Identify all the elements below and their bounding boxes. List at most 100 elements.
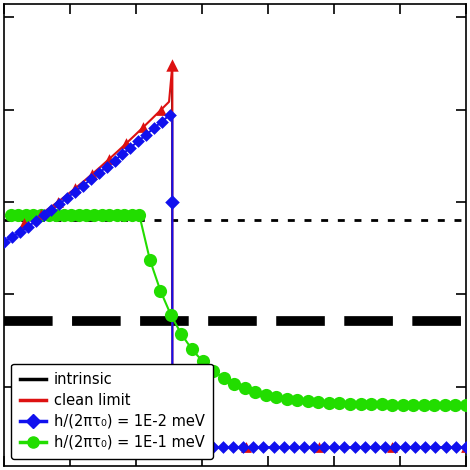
Point (315, 444, 323, 451)
Point (37, 212, 45, 219)
Point (381, 444, 389, 451)
Point (250, 444, 257, 451)
Point (431, 401, 438, 409)
Point (169, 198, 176, 206)
Point (300, 444, 308, 451)
Point (40, 212, 47, 219)
Point (262, 391, 269, 399)
Point (388, 401, 396, 408)
Point (199, 444, 206, 451)
Point (169, 444, 176, 451)
Point (409, 401, 417, 408)
Point (391, 444, 399, 451)
Point (209, 367, 217, 375)
Point (16, 228, 24, 236)
Point (83, 212, 90, 219)
Point (209, 444, 217, 451)
Point (128, 212, 135, 219)
Point (290, 444, 298, 451)
Point (462, 444, 470, 451)
Point (280, 444, 288, 451)
Point (259, 444, 267, 451)
Point (389, 444, 396, 451)
Point (111, 157, 118, 164)
Point (47, 206, 55, 213)
Point (87, 176, 94, 183)
Point (24, 223, 31, 230)
Point (142, 131, 150, 139)
Point (45, 212, 52, 219)
Point (270, 444, 277, 451)
Point (103, 163, 110, 171)
Point (371, 444, 378, 451)
Point (189, 444, 196, 451)
Point (220, 374, 227, 382)
Point (361, 444, 368, 451)
Point (37, 210, 45, 218)
Point (462, 444, 470, 451)
Point (178, 330, 185, 338)
Point (32, 218, 39, 225)
Point (88, 170, 96, 178)
Point (118, 150, 126, 158)
Point (30, 212, 37, 219)
Point (55, 200, 63, 208)
Point (357, 400, 364, 407)
Point (157, 107, 164, 114)
Point (22, 212, 30, 219)
Point (378, 400, 385, 408)
Point (52, 212, 60, 219)
Point (140, 123, 147, 131)
Point (304, 398, 312, 405)
Point (239, 444, 247, 451)
Point (401, 444, 409, 451)
Point (341, 444, 348, 451)
Point (179, 444, 186, 451)
Point (158, 118, 165, 125)
Point (199, 358, 206, 365)
Point (452, 401, 459, 409)
Point (7, 212, 15, 219)
Point (79, 182, 87, 189)
Point (452, 444, 460, 451)
Point (126, 144, 134, 151)
Point (229, 444, 237, 451)
Point (60, 212, 68, 219)
Point (351, 444, 358, 451)
Point (422, 444, 429, 451)
Point (442, 444, 449, 451)
Legend: intrinsic, clean limit, h/(2πτ₀) = 1E-2 meV, h/(2πτ₀) = 1E-1 meV: intrinsic, clean limit, h/(2πτ₀) = 1E-2 … (11, 363, 213, 459)
Point (283, 395, 290, 402)
Point (0, 238, 8, 245)
Point (68, 212, 75, 219)
Point (251, 388, 259, 396)
Point (294, 396, 301, 404)
Point (63, 194, 71, 202)
Point (399, 401, 407, 408)
Point (71, 185, 79, 192)
Point (441, 401, 448, 409)
Point (188, 345, 196, 353)
Point (55, 198, 62, 205)
Point (336, 400, 343, 407)
Point (367, 400, 375, 408)
Point (98, 212, 105, 219)
Point (15, 212, 22, 219)
Point (273, 393, 280, 401)
Point (90, 212, 98, 219)
Point (150, 125, 158, 132)
Point (241, 384, 249, 392)
Point (146, 256, 154, 264)
Point (106, 155, 113, 163)
Point (169, 61, 176, 69)
Point (71, 188, 79, 196)
Point (346, 400, 354, 407)
Point (462, 401, 470, 409)
Point (310, 444, 318, 451)
Point (432, 444, 439, 451)
Point (166, 111, 173, 119)
Point (167, 312, 175, 319)
Point (8, 234, 16, 241)
Point (321, 444, 328, 451)
Point (420, 401, 428, 408)
